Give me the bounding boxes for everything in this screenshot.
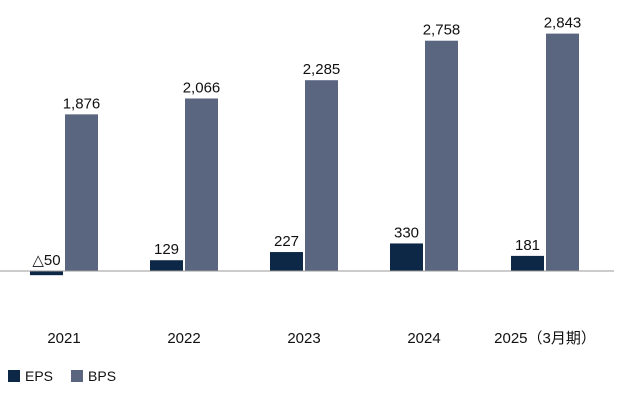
bar-eps-2: [270, 252, 303, 271]
x-tick-label-4: 2025（3月期）: [494, 330, 596, 347]
data-label-bps-2: 2,285: [303, 61, 341, 78]
bar-eps-3: [390, 243, 423, 271]
x-tick-label-2: 2023: [287, 330, 320, 347]
legend-label-bps: BPS: [88, 368, 117, 384]
chart-canvas: △50 1,876 2021 129 2,066 2022 227 2,285 2023 330 2…: [0, 15, 614, 347]
bar-bps-0: [65, 114, 98, 271]
data-label-bps-3: 2,758: [423, 22, 461, 39]
data-label-eps-1: 129: [154, 241, 179, 258]
x-tick-label-0: 2021: [47, 330, 80, 347]
data-label-bps-0: 1,876: [63, 95, 101, 112]
data-label-eps-3: 330: [394, 224, 419, 241]
legend-swatch-bps: [71, 370, 84, 382]
bar-bps-1: [185, 98, 218, 271]
bar-bps-4: [546, 33, 579, 272]
bar-eps-0: [30, 271, 63, 276]
legend: EPS BPS: [8, 368, 116, 384]
bar-eps-4: [511, 255, 544, 271]
legend-item-eps: EPS: [8, 368, 53, 384]
bar-bps-2: [305, 80, 338, 271]
data-label-eps-0: △50: [32, 252, 60, 269]
data-label-eps-4: 181: [515, 237, 540, 254]
x-tick-label-3: 2024: [407, 330, 440, 347]
data-label-bps-4: 2,843: [544, 15, 582, 32]
data-label-bps-1: 2,066: [183, 79, 221, 96]
x-tick-label-1: 2022: [167, 330, 200, 347]
bar-bps-3: [425, 40, 458, 271]
data-label-eps-2: 227: [274, 233, 299, 250]
bar-eps-1: [150, 260, 183, 271]
legend-item-bps: BPS: [71, 368, 116, 384]
legend-swatch-eps: [8, 370, 20, 382]
legend-label-eps: EPS: [25, 368, 54, 384]
